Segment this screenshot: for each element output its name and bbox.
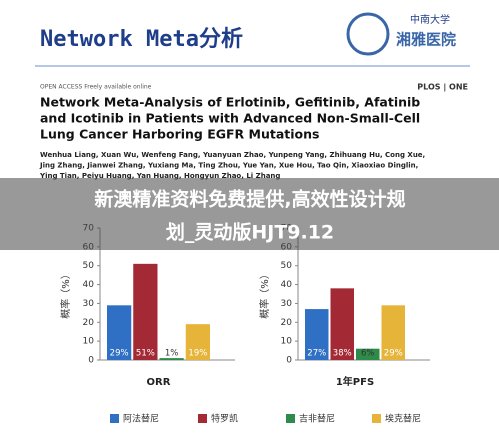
bar — [381, 305, 405, 360]
bar — [133, 263, 158, 360]
legend-label: 吉非替尼 — [299, 413, 335, 425]
y-tick-label: 0 — [286, 356, 292, 366]
paper-title: Lung Cancer Harboring EGFR Mutations — [40, 127, 319, 142]
y-axis-label: 概率（%） — [59, 269, 72, 319]
journal-label: PLOS | ONE — [417, 83, 468, 92]
y-tick-label: 30 — [281, 299, 293, 309]
slide-title: Network Meta分析 — [40, 27, 243, 52]
data-label: 27% — [307, 349, 326, 359]
bar — [305, 309, 329, 360]
legend-swatch — [372, 414, 381, 423]
data-label: 29% — [110, 349, 129, 359]
data-label: 51% — [136, 349, 155, 359]
y-tick-label: 40 — [281, 280, 293, 290]
y-tick-label: 40 — [83, 280, 95, 290]
paper-title: and Icotinib in Patients with Advanced N… — [40, 111, 420, 126]
logo-text: 湘雅医院 — [396, 31, 456, 49]
legend-label: 阿法替尼 — [123, 413, 159, 425]
legend-swatch — [286, 414, 295, 423]
data-label: 6% — [361, 349, 375, 359]
data-label: 38% — [333, 349, 352, 359]
overlay-text: 新澳精准资料免费提供,高效性设计规 — [94, 188, 405, 211]
y-axis-label: 概率（%） — [258, 269, 271, 319]
legend-label: 特罗凯 — [211, 413, 238, 425]
data-label: 19% — [188, 349, 207, 359]
y-tick-label: 0 — [88, 356, 94, 366]
legend-label: 埃克替尼 — [385, 413, 421, 425]
data-label: 29% — [384, 349, 403, 359]
bar — [159, 358, 184, 360]
bar — [185, 324, 210, 360]
y-tick-label: 30 — [83, 299, 95, 309]
paper-authors: Wenhua Liang, Xuan Wu, Wenfeng Fang, Yua… — [40, 151, 425, 159]
bar — [330, 288, 354, 360]
paper-title: Network Meta-Analysis of Erlotinib, Gefi… — [40, 95, 420, 110]
overlay-text: 划_灵动版HJT9.12 — [166, 221, 334, 244]
data-label: 1% — [165, 349, 179, 359]
y-tick-label: 20 — [83, 318, 95, 328]
overlay-band — [0, 178, 499, 250]
paper-authors: Jing Zhang, Jianwei Zhang, Yuxiang Ma, T… — [39, 162, 418, 170]
y-tick-label: 20 — [281, 318, 293, 328]
y-tick-label: 10 — [281, 337, 293, 347]
y-tick-label: 10 — [83, 337, 95, 347]
y-tick-label: 50 — [281, 261, 293, 271]
access-label: OPEN ACCESS Freely available online — [40, 84, 152, 91]
x-tick-label: ORR — [147, 377, 171, 388]
logo-text: 中南大学 — [410, 13, 450, 26]
paper-authors: Ying Tian, Peiyu Huang, Yan Huang, Hongy… — [39, 172, 280, 180]
y-tick-label: 50 — [83, 261, 95, 271]
legend-swatch — [110, 414, 119, 423]
logo-emblem — [346, 12, 390, 56]
x-tick-label: 1年PFS — [336, 375, 374, 388]
bar — [356, 348, 380, 360]
legend-swatch — [198, 414, 207, 423]
bar — [107, 305, 132, 360]
